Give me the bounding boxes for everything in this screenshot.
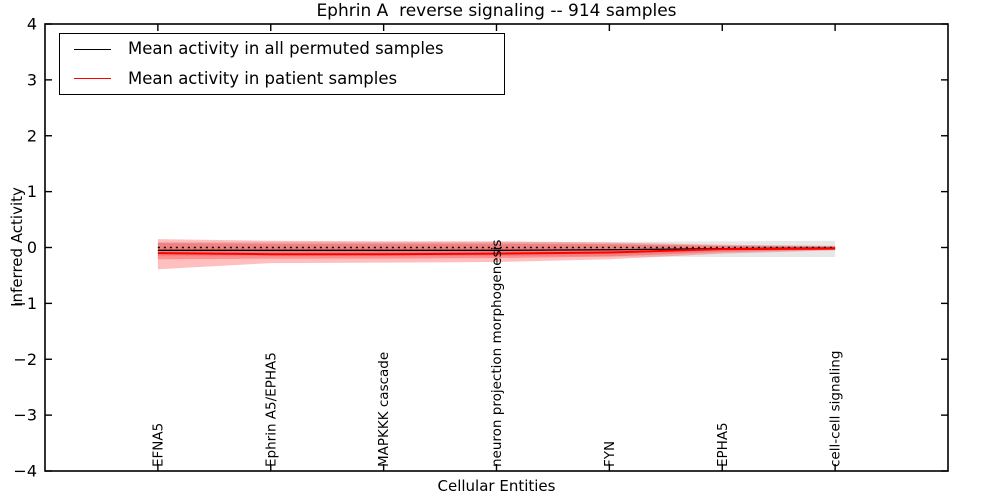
legend-label-patient: Mean activity in patient samples — [128, 68, 398, 88]
y-tick-label: −2 — [13, 350, 37, 369]
y-tick-label: 0 — [27, 238, 37, 257]
x-tick-label: EFNA5 — [150, 423, 166, 467]
y-tick-label: 2 — [27, 126, 37, 145]
y-tick-label: −4 — [13, 462, 37, 481]
legend-item-permuted: Mean activity in all permuted samples — [60, 35, 504, 64]
x-axis-label: Cellular Entities — [437, 477, 556, 495]
y-tick-label: −1 — [13, 294, 37, 313]
x-tick-label: neuron projection morphogenesis — [489, 240, 505, 467]
legend-line-sample-permuted — [74, 48, 111, 50]
y-tick-label: 1 — [27, 182, 37, 201]
y-tick-label: 4 — [27, 15, 37, 34]
x-tick-label: EPHA5 — [715, 422, 731, 467]
legend: Mean activity in all permuted samples Me… — [59, 33, 505, 95]
x-tick-label: FYN — [602, 441, 618, 467]
x-tick-label: Ephrin A5/EPHA5 — [263, 352, 279, 467]
y-tick-label: 3 — [27, 70, 37, 89]
band-permuted-confidence-band — [157, 240, 836, 257]
x-tick-label: MAPKKK cascade — [376, 352, 392, 467]
y-tick-label: −3 — [13, 406, 37, 425]
line-Mean activity in patient samples — [157, 247, 836, 256]
x-tick-label: cell-cell signaling — [828, 351, 844, 467]
legend-line-sample-patient — [74, 78, 111, 80]
chart-title: Ephrin A reverse signaling -- 914 sample… — [316, 1, 677, 21]
legend-label-permuted: Mean activity in all permuted samples — [128, 38, 444, 58]
legend-item-patient: Mean activity in patient samples — [60, 64, 504, 93]
